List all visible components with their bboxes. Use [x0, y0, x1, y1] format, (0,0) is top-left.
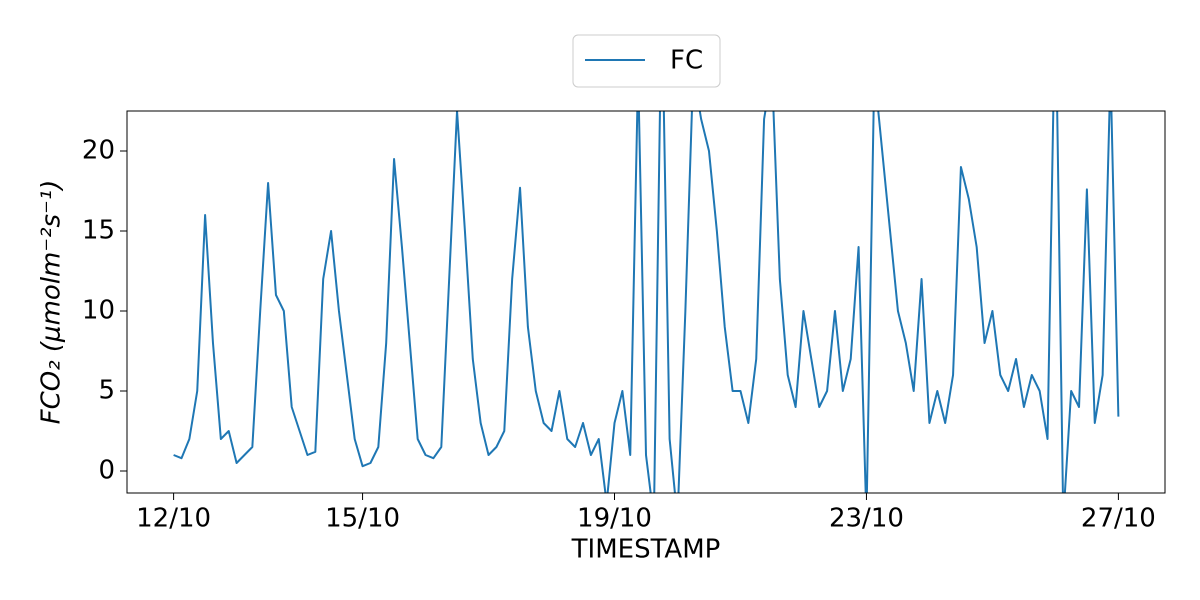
x-tick-label: 15/10 [325, 504, 400, 534]
y-axis-label: FCO₂ (μmolm⁻²s⁻¹) [37, 180, 67, 425]
x-tick-label: 27/10 [1081, 504, 1156, 534]
y-tick-label: 5 [98, 376, 115, 406]
line-series [173, 111, 1120, 493]
x-tick-label: 12/10 [136, 504, 211, 534]
x-tick-label: 19/10 [577, 504, 652, 534]
y-tick-label: 15 [82, 216, 115, 246]
legend-box [572, 34, 721, 88]
y-tick-label: 0 [98, 456, 115, 486]
axes-frame [126, 110, 1166, 494]
plot-area [173, 111, 1120, 493]
x-axis-label: TIMESTAMP [571, 535, 721, 565]
legend-label: FC [670, 46, 703, 76]
x-tick-label: 23/10 [829, 504, 904, 534]
y-tick-label: 20 [82, 136, 115, 166]
legend: FC [572, 34, 721, 88]
y-tick-label: 10 [82, 296, 115, 326]
